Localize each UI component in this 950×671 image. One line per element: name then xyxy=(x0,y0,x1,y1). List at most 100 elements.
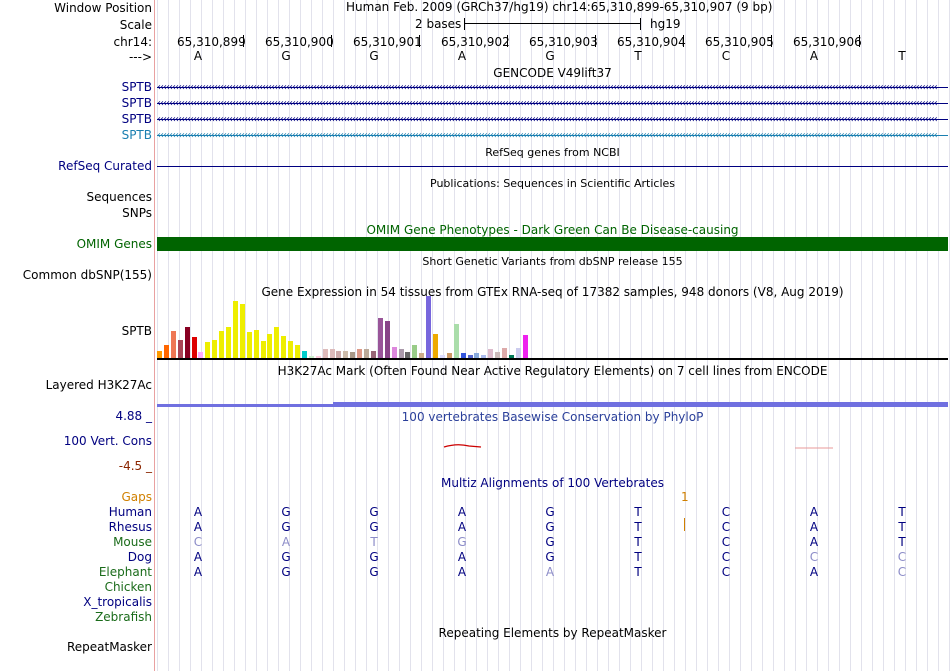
gene-label-sptb[interactable]: SPTB xyxy=(121,96,152,110)
gtex-tissue-bar[interactable] xyxy=(170,331,176,358)
gtex-tissue-bar[interactable] xyxy=(467,354,473,358)
gtex-tissue-bar[interactable] xyxy=(439,355,445,358)
gtex-tissue-bar[interactable] xyxy=(377,318,383,358)
phylop-track-label[interactable]: 100 Vert. Cons xyxy=(63,434,152,448)
gene-feature-line[interactable] xyxy=(157,103,948,104)
reference-base: C xyxy=(721,49,731,63)
gtex-tissue-bar[interactable] xyxy=(398,349,404,358)
repeatmasker-track-label[interactable]: RepeatMasker xyxy=(66,640,152,654)
gtex-tissue-bar[interactable] xyxy=(260,340,266,358)
phylop-min-label: -4.5 _ xyxy=(118,459,152,473)
gtex-tissue-bar[interactable] xyxy=(226,326,231,358)
gtex-tissue-bar[interactable] xyxy=(474,353,480,358)
gene-label-sptb[interactable]: SPTB xyxy=(121,80,152,94)
omim-feature-bar[interactable] xyxy=(157,237,948,251)
gtex-tissue-bar[interactable] xyxy=(364,349,369,358)
gene-feature-line[interactable] xyxy=(157,135,948,136)
gtex-track-label[interactable]: SPTB xyxy=(121,324,152,338)
gene-feature-line[interactable] xyxy=(157,87,948,88)
gtex-expression-chart[interactable] xyxy=(157,296,537,358)
gtex-tissue-bar[interactable] xyxy=(198,352,204,358)
gtex-tissue-bar[interactable] xyxy=(426,296,432,358)
gtex-tissue-bar[interactable] xyxy=(502,347,507,358)
gtex-tissue-bar[interactable] xyxy=(336,351,342,358)
aligned-base: T xyxy=(898,520,906,534)
ruler-position-label: 65,310,899 xyxy=(177,35,246,49)
gtex-tissue-bar[interactable] xyxy=(184,326,190,358)
refseq-feature-line[interactable] xyxy=(157,166,948,167)
dbsnp-track-label[interactable]: Common dbSNP(155) xyxy=(22,268,152,282)
gtex-tissue-bar[interactable] xyxy=(522,335,528,358)
aligned-base: A xyxy=(193,550,203,564)
species-label: Zebrafish xyxy=(95,610,152,624)
gtex-tissue-bar[interactable] xyxy=(453,323,459,358)
aligned-base: G xyxy=(369,520,379,534)
gtex-tissue-bar[interactable] xyxy=(205,342,211,358)
aligned-base: G xyxy=(281,565,291,579)
gtex-tissue-bar[interactable] xyxy=(384,320,390,358)
gtex-tissue-bar[interactable] xyxy=(329,349,335,358)
gtex-tissue-bar[interactable] xyxy=(157,350,162,358)
gtex-tissue-bar[interactable] xyxy=(405,352,411,358)
gtex-tissue-bar[interactable] xyxy=(322,349,328,358)
gtex-tissue-bar[interactable] xyxy=(177,340,183,358)
gtex-tissue-bar[interactable] xyxy=(460,353,466,358)
gtex-tissue-bar[interactable] xyxy=(315,356,321,358)
refseq-track-label[interactable]: RefSeq Curated xyxy=(58,159,152,173)
aligned-base: A xyxy=(809,565,819,579)
phylop-max-label: 4.88 _ xyxy=(115,409,152,423)
gtex-tissue-bar[interactable] xyxy=(246,332,252,358)
aligned-base: A xyxy=(193,505,203,519)
gtex-tissue-bar[interactable] xyxy=(508,354,514,358)
gene-label-sptb[interactable]: SPTB xyxy=(121,128,152,142)
reference-base: G xyxy=(369,49,379,63)
aligned-base: G xyxy=(369,505,379,519)
gtex-tissue-bar[interactable] xyxy=(232,301,238,358)
gtex-tissue-bar[interactable] xyxy=(433,334,438,358)
gtex-tissue-bar[interactable] xyxy=(239,303,245,358)
gtex-tissue-bar[interactable] xyxy=(163,345,169,358)
gtex-tissue-bar[interactable] xyxy=(495,352,501,358)
gtex-tissue-bar[interactable] xyxy=(295,345,300,358)
gtex-tissue-bar[interactable] xyxy=(253,329,259,358)
species-label: X_tropicalis xyxy=(83,595,152,609)
gtex-tissue-bar[interactable] xyxy=(391,346,397,358)
gtex-tissue-bar[interactable] xyxy=(515,347,521,358)
omim-track-label[interactable]: OMIM Genes xyxy=(76,237,152,251)
h3k27ac-track-label[interactable]: Layered H3K27Ac xyxy=(45,378,152,392)
gtex-tissue-bar[interactable] xyxy=(281,336,287,358)
gtex-tissue-bar[interactable] xyxy=(446,353,452,358)
snps-track-label[interactable]: SNPs xyxy=(122,206,152,220)
gtex-tissue-bar[interactable] xyxy=(488,349,494,358)
gtex-tissue-bar[interactable] xyxy=(350,352,356,358)
gtex-tissue-bar[interactable] xyxy=(212,339,218,358)
ruler-position-label: 65,310,901 xyxy=(353,35,422,49)
gtex-tissue-bar[interactable] xyxy=(288,340,294,358)
gtex-tissue-bar[interactable] xyxy=(308,356,314,358)
gene-feature-line[interactable] xyxy=(157,119,948,120)
aligned-base: T xyxy=(634,550,642,564)
gtex-tissue-bar[interactable] xyxy=(219,330,225,358)
aligned-base: A xyxy=(457,550,467,564)
gtex-tissue-bar[interactable] xyxy=(419,353,425,358)
gtex-tissue-bar[interactable] xyxy=(370,350,376,358)
gtex-tissue-bar[interactable] xyxy=(267,334,273,358)
gtex-tissue-bar[interactable] xyxy=(481,354,487,358)
gtex-tissue-bar[interactable] xyxy=(412,345,418,358)
gtex-tissue-bar[interactable] xyxy=(357,349,363,358)
h3k27ac-signal-high[interactable] xyxy=(333,402,948,407)
aligned-base: A xyxy=(809,535,819,549)
phylop-signal[interactable] xyxy=(157,440,948,456)
gtex-tissue-bar[interactable] xyxy=(343,350,349,358)
window-position-label: Window Position xyxy=(54,1,152,15)
gtex-tissue-bar[interactable] xyxy=(274,326,280,358)
h3k27ac-signal-low[interactable] xyxy=(157,404,333,407)
reference-base: G xyxy=(281,49,291,63)
insertion-marker xyxy=(684,518,685,531)
gtex-tissue-bar[interactable] xyxy=(191,337,197,358)
gtex-tissue-bar[interactable] xyxy=(301,351,307,358)
gene-label-sptb[interactable]: SPTB xyxy=(121,112,152,126)
reference-base: T xyxy=(898,49,906,63)
ruler-tick xyxy=(859,35,860,47)
sequences-track-label[interactable]: Sequences xyxy=(86,190,152,204)
